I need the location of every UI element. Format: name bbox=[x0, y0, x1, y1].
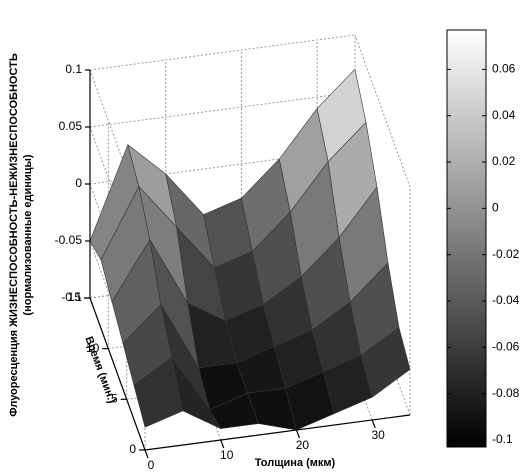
z-tick-label: -0.1 bbox=[61, 290, 82, 304]
y-tick-label: 0 bbox=[129, 442, 136, 456]
colorbar: -0.1 -0.08 -0.06 -0.04 -0.02 0 0.02 0.04 0.06 bbox=[446, 29, 520, 448]
z-tick-label: 0.05 bbox=[59, 119, 83, 133]
x-axis-label: Толщина (мкм) bbox=[255, 457, 336, 469]
y-tick-label: 5 bbox=[111, 392, 118, 406]
z-tick-label: -0.05 bbox=[55, 233, 83, 247]
y-tick-label: 10 bbox=[86, 341, 100, 355]
z-tick-label: 0.1 bbox=[65, 62, 82, 76]
tick-mark bbox=[144, 449, 149, 459]
box-edge bbox=[354, 34, 411, 188]
y-axis bbox=[89, 297, 146, 451]
colorbar-tick-label: 0.02 bbox=[492, 154, 516, 168]
colorbar-tick-label: 0 bbox=[492, 201, 499, 215]
z-axis-label: (нормализованные единицы) bbox=[22, 154, 34, 315]
x-tick-label: 0 bbox=[148, 458, 155, 472]
colorbar-fill bbox=[446, 29, 487, 448]
axes: 0 10 20 30 0 5 10 15-0.1 -0.05 0 0.05 0.1 bbox=[55, 62, 411, 472]
grid-line bbox=[89, 91, 356, 128]
colorbar-tick-label: -0.04 bbox=[492, 293, 520, 307]
x-axis bbox=[144, 414, 411, 451]
z-axis-label: Флуоресценция ЖИЗНЕСПОСОБНОСТЬ-НЕЖИЗНЕСП… bbox=[8, 53, 20, 417]
tick-mark bbox=[220, 439, 225, 449]
tick-mark bbox=[371, 419, 376, 429]
colorbar-tick-label: 0.06 bbox=[492, 62, 516, 76]
grid-line bbox=[89, 69, 146, 223]
x-tick-label: 20 bbox=[296, 438, 310, 452]
colorbar-tick-label: -0.02 bbox=[492, 247, 520, 261]
y-tick-label: 15 bbox=[68, 290, 82, 304]
surface bbox=[89, 68, 411, 431]
z-tick-label: 0 bbox=[75, 176, 82, 190]
surface-patch bbox=[360, 327, 411, 398]
grid-line bbox=[89, 34, 356, 71]
colorbar-tick-label: -0.08 bbox=[492, 386, 520, 400]
colorbar-tick-label: 0.04 bbox=[492, 108, 516, 122]
colorbar-tick-label: -0.06 bbox=[492, 340, 520, 354]
x-tick-label: 10 bbox=[220, 448, 234, 462]
tick-mark bbox=[295, 429, 300, 439]
colorbar-tick-label: -0.1 bbox=[492, 432, 513, 446]
x-tick-label: 30 bbox=[371, 428, 385, 442]
